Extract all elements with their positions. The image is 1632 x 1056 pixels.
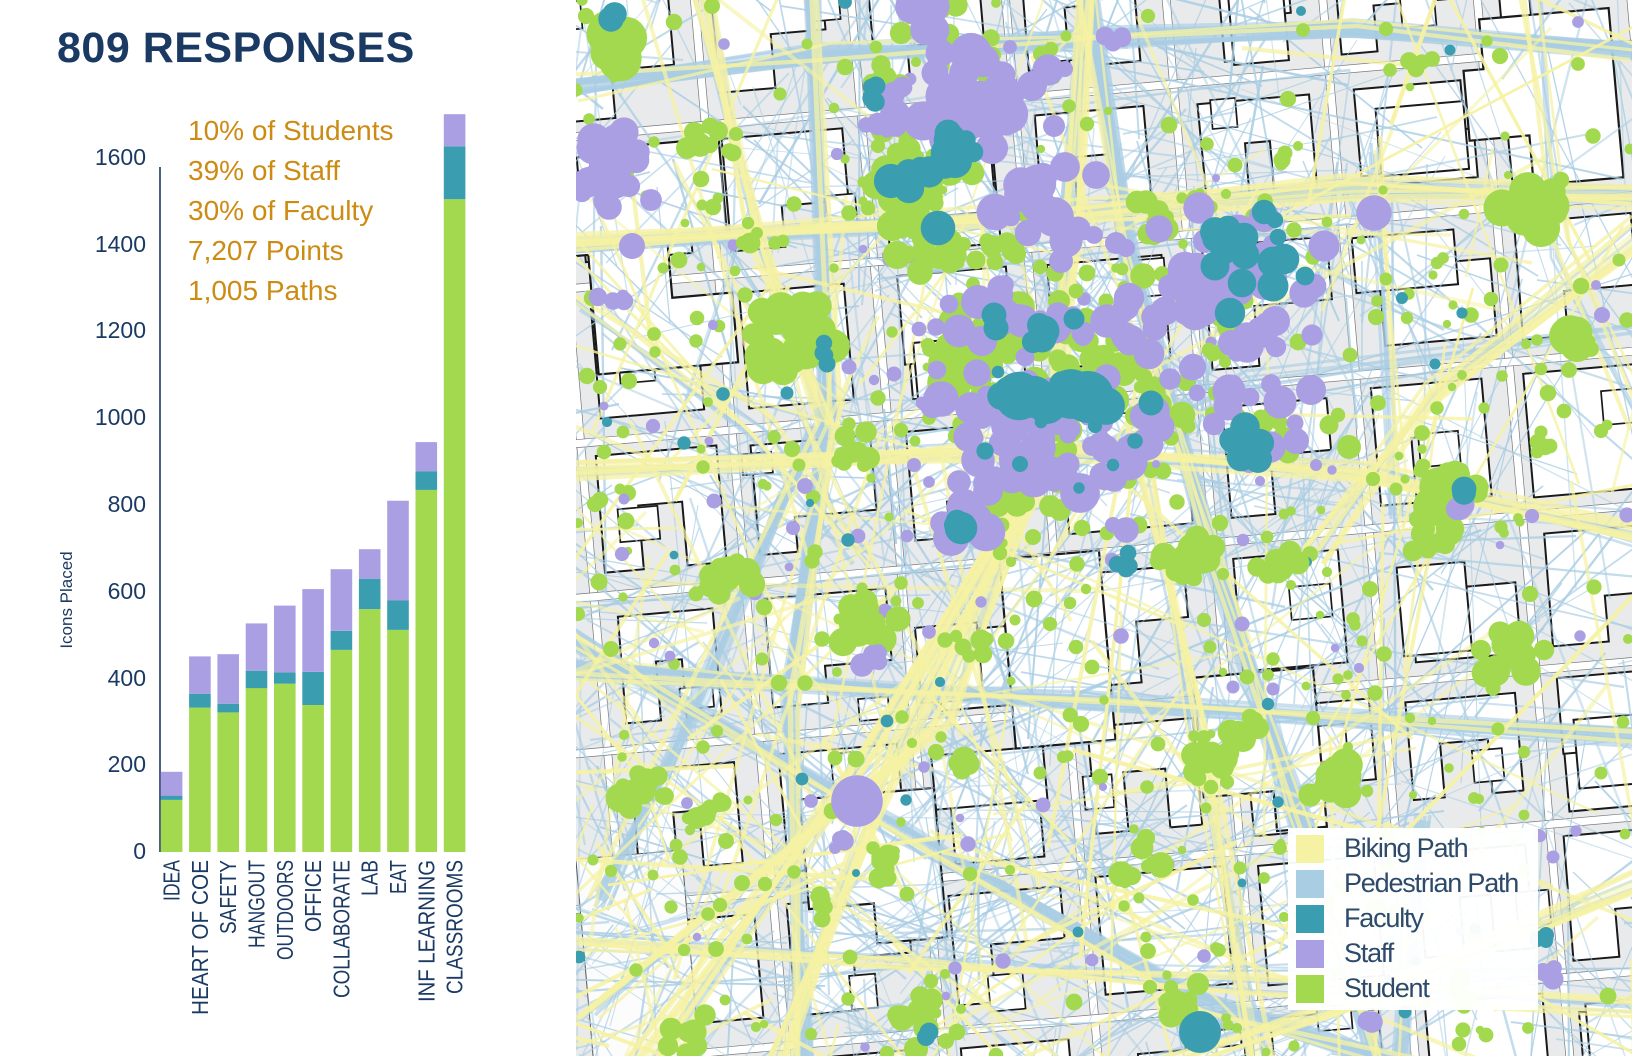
svg-text:7,207 Points: 7,207 Points [188,235,344,266]
svg-text:1000: 1000 [95,404,146,430]
svg-text:OUTDOORS: OUTDOORS [272,860,298,960]
svg-text:600: 600 [108,578,146,604]
svg-text:800: 800 [108,491,146,517]
svg-text:1600: 1600 [95,144,146,170]
svg-text:Pedestrian Path: Pedestrian Path [1344,868,1518,898]
svg-text:IDEA: IDEA [159,860,185,901]
svg-text:400: 400 [108,665,146,691]
svg-text:HEART OF COE: HEART OF COE [187,860,213,1015]
svg-text:EAT: EAT [385,860,411,894]
svg-text:HANGOUT: HANGOUT [244,860,270,948]
svg-text:INF LEARNING: INF LEARNING [413,860,439,1002]
svg-text:0: 0 [133,838,146,864]
svg-text:809 RESPONSES: 809 RESPONSES [57,24,415,72]
svg-text:Biking Path: Biking Path [1344,833,1468,863]
svg-text:LAB: LAB [357,860,383,896]
svg-text:OFFICE: OFFICE [300,860,326,932]
svg-text:CLASSROOMS: CLASSROOMS [442,860,468,994]
svg-text:Faculty: Faculty [1344,903,1424,933]
svg-text:1200: 1200 [95,317,146,343]
svg-text:200: 200 [108,751,146,777]
svg-text:10% of Students: 10% of Students [188,115,393,146]
svg-text:1,005 Paths: 1,005 Paths [188,275,337,306]
svg-text:Staff: Staff [1344,938,1395,968]
svg-text:1400: 1400 [95,231,146,257]
svg-text:SAFETY: SAFETY [215,860,241,934]
svg-text:COLLABORATE: COLLABORATE [328,860,354,998]
svg-text:30% of Faculty: 30% of Faculty [188,195,373,226]
svg-text:Student: Student [1344,973,1430,1003]
svg-text:Icons Placed: Icons Placed [57,551,76,648]
svg-text:39% of Staff: 39% of Staff [188,155,340,186]
